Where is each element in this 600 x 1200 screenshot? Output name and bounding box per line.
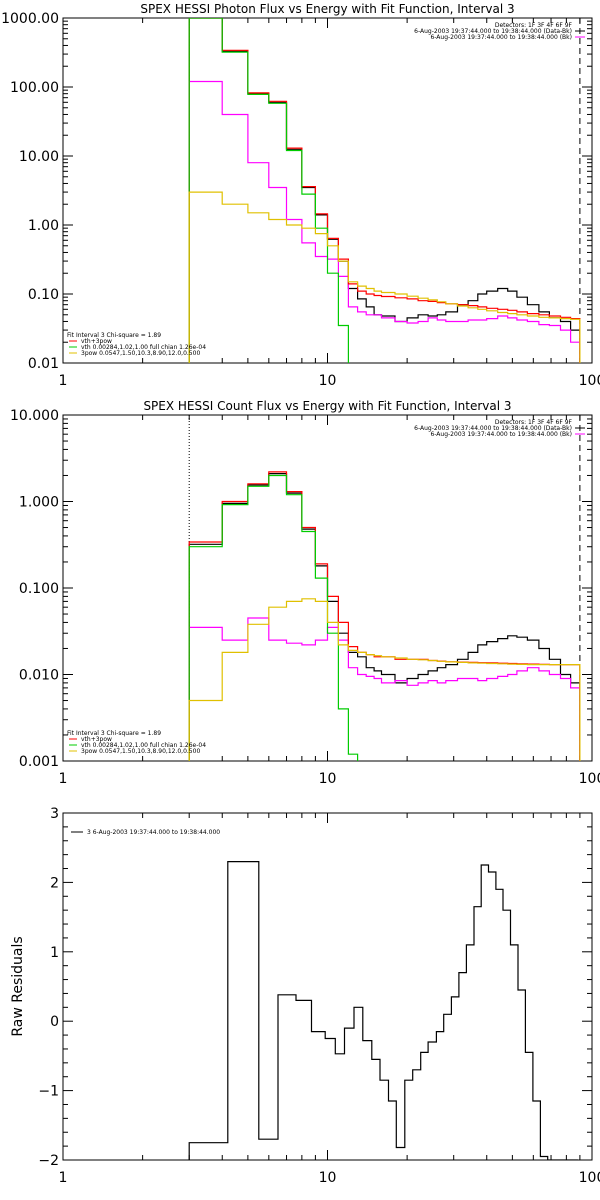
y-tick-label: 0.010 — [19, 668, 59, 684]
y-tick-label: −1 — [38, 1084, 59, 1100]
x-tick-label: 100 — [579, 373, 600, 389]
x-tick-label: 1 — [59, 1170, 68, 1186]
info-line: 6-Aug-2003 19:37:44.000 to 19:38:44.000 … — [414, 28, 572, 35]
x-tick-label: 1 — [59, 373, 68, 389]
y-axis-label: Raw Residuals — [10, 936, 26, 1036]
y-tick-label: 10.000 — [10, 408, 59, 424]
series-3-6-aug-2003-19-37-44-000-to-19-38-44-000 — [188, 861, 578, 1160]
x-tick-label: 10 — [319, 1170, 337, 1186]
info-line: 6-Aug-2003 19:37:44.000 to 19:38:44.000 … — [430, 34, 572, 41]
info-block: Detectors: 1F 3F 4F 6F 9F6-Aug-2003 19:3… — [414, 22, 585, 41]
legend: 3 6-Aug-2003 19:37:44.000 to 19:38:44.00… — [71, 829, 220, 836]
chart-title: SPEX HESSI Count Flux vs Energy with Fit… — [143, 399, 511, 413]
y-tick-label: 0.10 — [28, 287, 59, 303]
x-tick-label: 100 — [579, 771, 600, 787]
series-group — [188, 471, 581, 761]
legend-entry: 3 6-Aug-2003 19:37:44.000 to 19:38:44.00… — [87, 829, 220, 836]
legend-entry: vth+3pow — [81, 736, 112, 743]
x-tick-label: 100 — [579, 1170, 600, 1186]
y-axis: 0.01 0.10 1.00 10.00 100.00 1000.00 — [1, 11, 592, 372]
x-axis: 1 10 100 — [59, 813, 600, 1186]
series-group — [188, 18, 581, 363]
y-axis: 0.001 0.010 0.100 1.000 10.000 — [10, 408, 592, 770]
y-tick-label: 2 — [50, 875, 59, 891]
series-3pow — [188, 598, 581, 761]
legend-entry: vth 0.00284,1.02,1.00 full chian 1.26e-0… — [81, 344, 206, 351]
series-vth — [188, 18, 349, 363]
y-tick-label: 1000.00 — [1, 11, 59, 27]
legend-header: Fit Interval 3 Chi-square = 1.89 — [67, 332, 161, 339]
series-trace-1 — [188, 80, 581, 363]
legend-entry: 3pow 0.0547,1.50,10.3,8.90,12.0,0.500 — [81, 748, 200, 755]
y-tick-label: 0.01 — [28, 356, 59, 372]
legend-entry: vth 0.00284,1.02,1.00 full chian 1.26e-0… — [81, 742, 206, 749]
info-line: 6-Aug-2003 19:37:44.000 to 19:38:44.000 … — [430, 431, 572, 438]
chart-photon: SPEX HESSI Photon Flux vs Energy with Fi… — [1, 2, 600, 389]
series-trace-1 — [188, 617, 581, 761]
y-tick-label: 0.100 — [19, 581, 59, 597]
y-tick-label: 1 — [50, 945, 59, 961]
legend-entry: 3pow 0.0547,1.50,10.3,8.90,12.0,0.500 — [81, 350, 200, 357]
plot-frame — [62, 812, 593, 1161]
y-axis: −2 −1 0 1 2 3 — [38, 806, 592, 1169]
legend-entry: vth+3pow — [81, 338, 112, 345]
info-line: Detectors: 1F 3F 4F 6F 9F — [495, 22, 573, 29]
legend: Fit Interval 3 Chi-square = 1.89vth+3pow… — [67, 730, 206, 755]
chart-title: SPEX HESSI Photon Flux vs Energy with Fi… — [140, 2, 514, 16]
info-line: 6-Aug-2003 19:37:44.000 to 19:38:44.000 … — [414, 425, 572, 432]
series-group — [188, 861, 578, 1160]
x-axis: 1 10 100 — [59, 18, 600, 389]
y-tick-label: 1.000 — [19, 495, 59, 511]
plot-frame — [62, 17, 593, 364]
chart-residuals: Raw Residuals 1 10 100 −2 −1 0 1 2 3 3 6-Aug-2003 … — [10, 806, 600, 1186]
info-line: Detectors: 1F 3F 4F 6F 9F — [495, 419, 573, 426]
x-tick-label: 10 — [319, 771, 337, 787]
series-3pow — [188, 191, 581, 363]
y-tick-label: 100.00 — [10, 80, 59, 96]
x-tick-label: 1 — [59, 771, 68, 787]
y-tick-label: −2 — [38, 1153, 59, 1169]
y-tick-label: 3 — [50, 806, 59, 822]
x-tick-label: 10 — [319, 373, 337, 389]
info-block: Detectors: 1F 3F 4F 6F 9F6-Aug-2003 19:3… — [414, 419, 585, 438]
y-tick-label: 0 — [50, 1014, 59, 1030]
y-tick-label: 0.001 — [19, 754, 59, 770]
series-vth — [188, 474, 359, 761]
legend-header: Fit Interval 3 Chi-square = 1.89 — [67, 730, 161, 737]
y-tick-label: 10.00 — [19, 149, 59, 165]
chart-count: SPEX HESSI Count Flux vs Energy with Fit… — [10, 399, 600, 787]
x-axis: 1 10 100 — [59, 415, 600, 787]
y-tick-label: 1.00 — [28, 218, 59, 234]
legend: Fit Interval 3 Chi-square = 1.89vth+3pow… — [67, 332, 206, 357]
